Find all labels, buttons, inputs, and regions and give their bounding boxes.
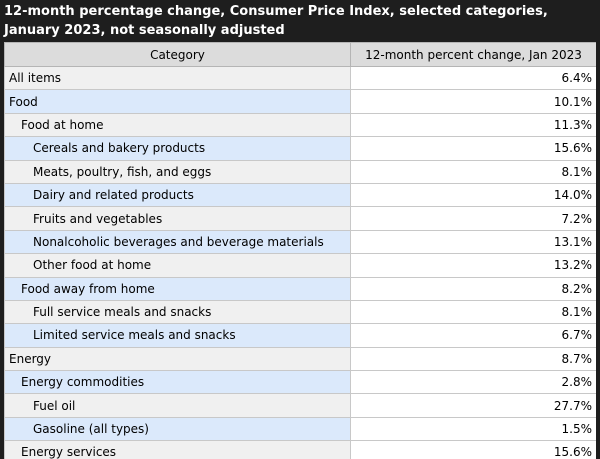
header-percent-change: 12-month percent change, Jan 2023 <box>350 42 596 67</box>
table-row: Fuel oil 27.7% <box>4 393 596 418</box>
table-row: Food 10.1% <box>4 89 596 114</box>
percent-change-cell: 8.1% <box>350 299 596 325</box>
header-row: Category 12-month percent change, Jan 20… <box>4 42 596 67</box>
percent-change-cell: 1.5% <box>350 416 596 442</box>
percent-change-cell: 7.2% <box>350 206 596 231</box>
category-cell: Fuel oil <box>4 393 351 418</box>
category-cell: Food away from home <box>4 276 351 301</box>
category-cell: Nonalcoholic beverages and beverage mate… <box>4 229 351 255</box>
category-cell: Limited service meals and snacks <box>4 323 351 348</box>
percent-change-cell: 13.2% <box>350 253 596 278</box>
table-row: Food away from home 8.2% <box>4 276 596 301</box>
table-row: Fruits and vegetables 7.2% <box>4 206 596 231</box>
table-row: All items 6.4% <box>4 65 596 91</box>
category-cell: Energy services <box>4 440 351 459</box>
header-category: Category <box>4 42 351 67</box>
table-row: Other food at home 13.2% <box>4 253 596 278</box>
percent-change-cell: 15.6% <box>350 136 596 161</box>
percent-change-cell: 6.4% <box>350 65 596 91</box>
table-row: Dairy and related products 14.0% <box>4 182 596 208</box>
percent-change-cell: 6.7% <box>350 323 596 348</box>
table-row: Nonalcoholic beverages and beverage mate… <box>4 229 596 255</box>
page-title: 12-month percentage change, Consumer Pri… <box>4 4 548 38</box>
table-row: Energy commodities 2.8% <box>4 370 596 395</box>
percent-change-cell: 8.2% <box>350 276 596 301</box>
table-row: Limited service meals and snacks 6.7% <box>4 323 596 348</box>
category-cell: Energy <box>4 346 351 372</box>
cpi-table-container[interactable]: Category 12-month percent change, Jan 20… <box>4 42 596 459</box>
table-row: Gasoline (all types) 1.5% <box>4 416 596 442</box>
percent-change-cell: 27.7% <box>350 393 596 418</box>
category-cell: Dairy and related products <box>4 182 351 208</box>
category-cell: Food at home <box>4 112 351 138</box>
category-cell: Energy commodities <box>4 370 351 395</box>
table-row: Full service meals and snacks 8.1% <box>4 299 596 325</box>
percent-change-cell: 8.1% <box>350 159 596 184</box>
percent-change-cell: 8.7% <box>350 346 596 372</box>
table-row: Food at home 11.3% <box>4 112 596 138</box>
percent-change-cell: 10.1% <box>350 89 596 114</box>
category-cell: Fruits and vegetables <box>4 206 351 231</box>
category-cell: Other food at home <box>4 253 351 278</box>
percent-change-cell: 14.0% <box>350 182 596 208</box>
table-body: All items 6.4% Food 10.1% Food at home 11.3% C… <box>4 65 596 459</box>
percent-change-cell: 11.3% <box>350 112 596 138</box>
category-cell: Food <box>4 89 351 114</box>
category-cell: All items <box>4 65 351 91</box>
table-row: Energy 8.7% <box>4 346 596 372</box>
category-cell: Meats, poultry, fish, and eggs <box>4 159 351 184</box>
category-cell: Cereals and bakery products <box>4 136 351 161</box>
cpi-table: Category 12-month percent change, Jan 20… <box>4 42 596 459</box>
percent-change-cell: 13.1% <box>350 229 596 255</box>
table-row: Cereals and bakery products 15.6% <box>4 136 596 161</box>
table-row: Energy services 15.6% <box>4 440 596 459</box>
percent-change-cell: 2.8% <box>350 370 596 395</box>
table-row: Meats, poultry, fish, and eggs 8.1% <box>4 159 596 184</box>
percent-change-cell: 15.6% <box>350 440 596 459</box>
category-cell: Gasoline (all types) <box>4 416 351 442</box>
category-cell: Full service meals and snacks <box>4 299 351 325</box>
